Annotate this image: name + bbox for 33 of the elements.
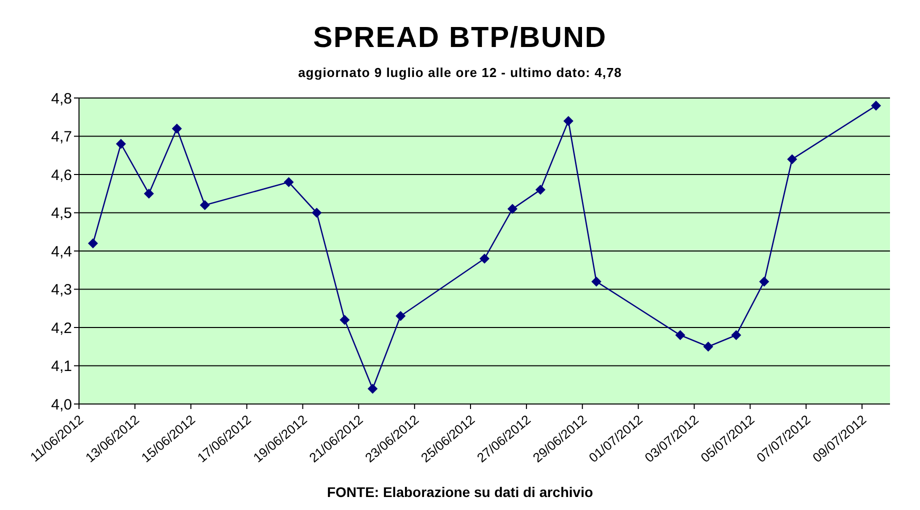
point	[703, 342, 714, 352]
point	[88, 238, 98, 248]
point	[675, 330, 686, 340]
point	[591, 276, 602, 287]
point	[144, 188, 154, 199]
y-tick-label: 4,8	[51, 90, 72, 108]
y-tick-label: 4,2	[51, 320, 72, 337]
point	[284, 177, 294, 188]
point	[787, 154, 798, 164]
y-tick-label: 4,3	[51, 282, 72, 299]
chart-subtitle: aggiornato 9 luglio alle ore 12 - ultimo dato: 4,78	[297, 65, 623, 80]
source-note: FONTE: Elaborazione su dati di archivio	[326, 484, 594, 500]
y-tick-label: 4,5	[51, 205, 72, 222]
point	[340, 314, 350, 325]
point	[535, 184, 546, 195]
point	[871, 100, 882, 111]
point	[759, 276, 770, 287]
chart-title: SPREAD BTP/BUND	[312, 22, 608, 55]
point	[312, 208, 322, 218]
y-tick-label: 4,7	[51, 128, 72, 146]
point	[172, 124, 182, 134]
y-tick-label: 4,6	[51, 166, 72, 184]
y-tick-label: 4,4	[51, 243, 72, 260]
point	[480, 254, 490, 264]
y-tick-label: 4,1	[51, 358, 72, 376]
y-tick-label: 4,0	[51, 396, 72, 414]
point	[731, 330, 742, 340]
point	[396, 311, 406, 322]
point	[200, 200, 210, 210]
point	[368, 384, 378, 394]
point	[116, 138, 126, 149]
point	[563, 116, 574, 126]
point	[507, 204, 518, 214]
